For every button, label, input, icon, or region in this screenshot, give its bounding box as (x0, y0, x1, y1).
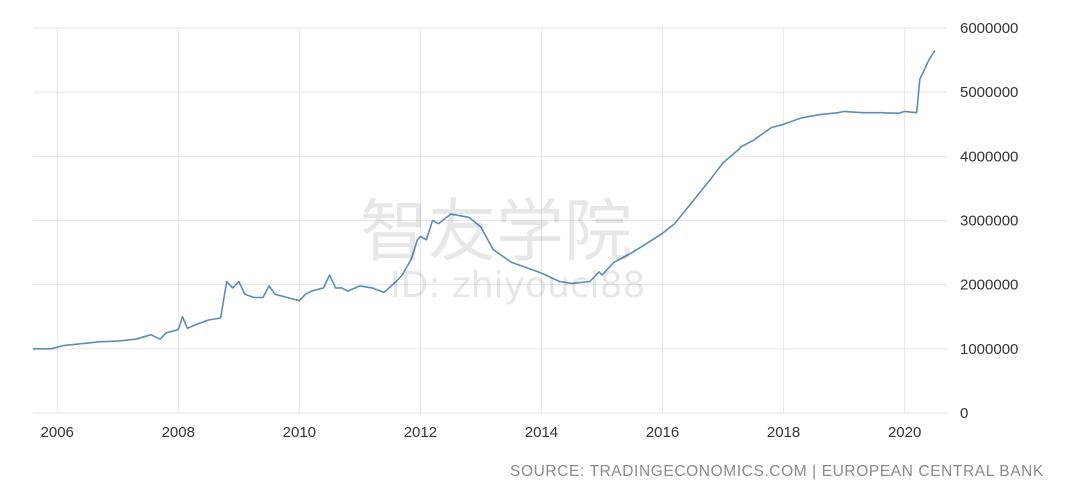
y-tick-label: 1000000 (960, 341, 1018, 358)
grid-lines (33, 27, 947, 414)
y-tick-label: 5000000 (960, 84, 1018, 101)
y-tick-label: 0 (960, 405, 968, 422)
x-tick-label: 2012 (404, 424, 437, 441)
y-tick-label: 3000000 (960, 213, 1018, 230)
x-tick-label: 2016 (646, 424, 679, 441)
x-tick-label: 2010 (283, 424, 316, 441)
series-layer (32, 50, 936, 350)
x-tick-label: 2008 (162, 424, 195, 441)
x-tick-label: 2014 (525, 424, 558, 441)
y-tick-label: 4000000 (960, 148, 1018, 165)
x-tick-label: 2018 (767, 424, 800, 441)
x-tick-label: 2020 (888, 424, 921, 441)
y-tick-label: 2000000 (960, 277, 1018, 294)
y-axis-ticks: 0 1000000 2000000 3000000 4000000 5000000 6000… (960, 20, 1018, 422)
source-note: SOURCE: TRADINGECONOMICS.COM | EUROPEAN … (510, 463, 1044, 480)
y-tick-label: 6000000 (960, 20, 1018, 37)
x-axis-ticks: 2006 2008 2010 2012 2014 2016 2018 2020 (41, 424, 922, 441)
x-tick-label: 2006 (41, 424, 74, 441)
series-line (33, 50, 936, 350)
